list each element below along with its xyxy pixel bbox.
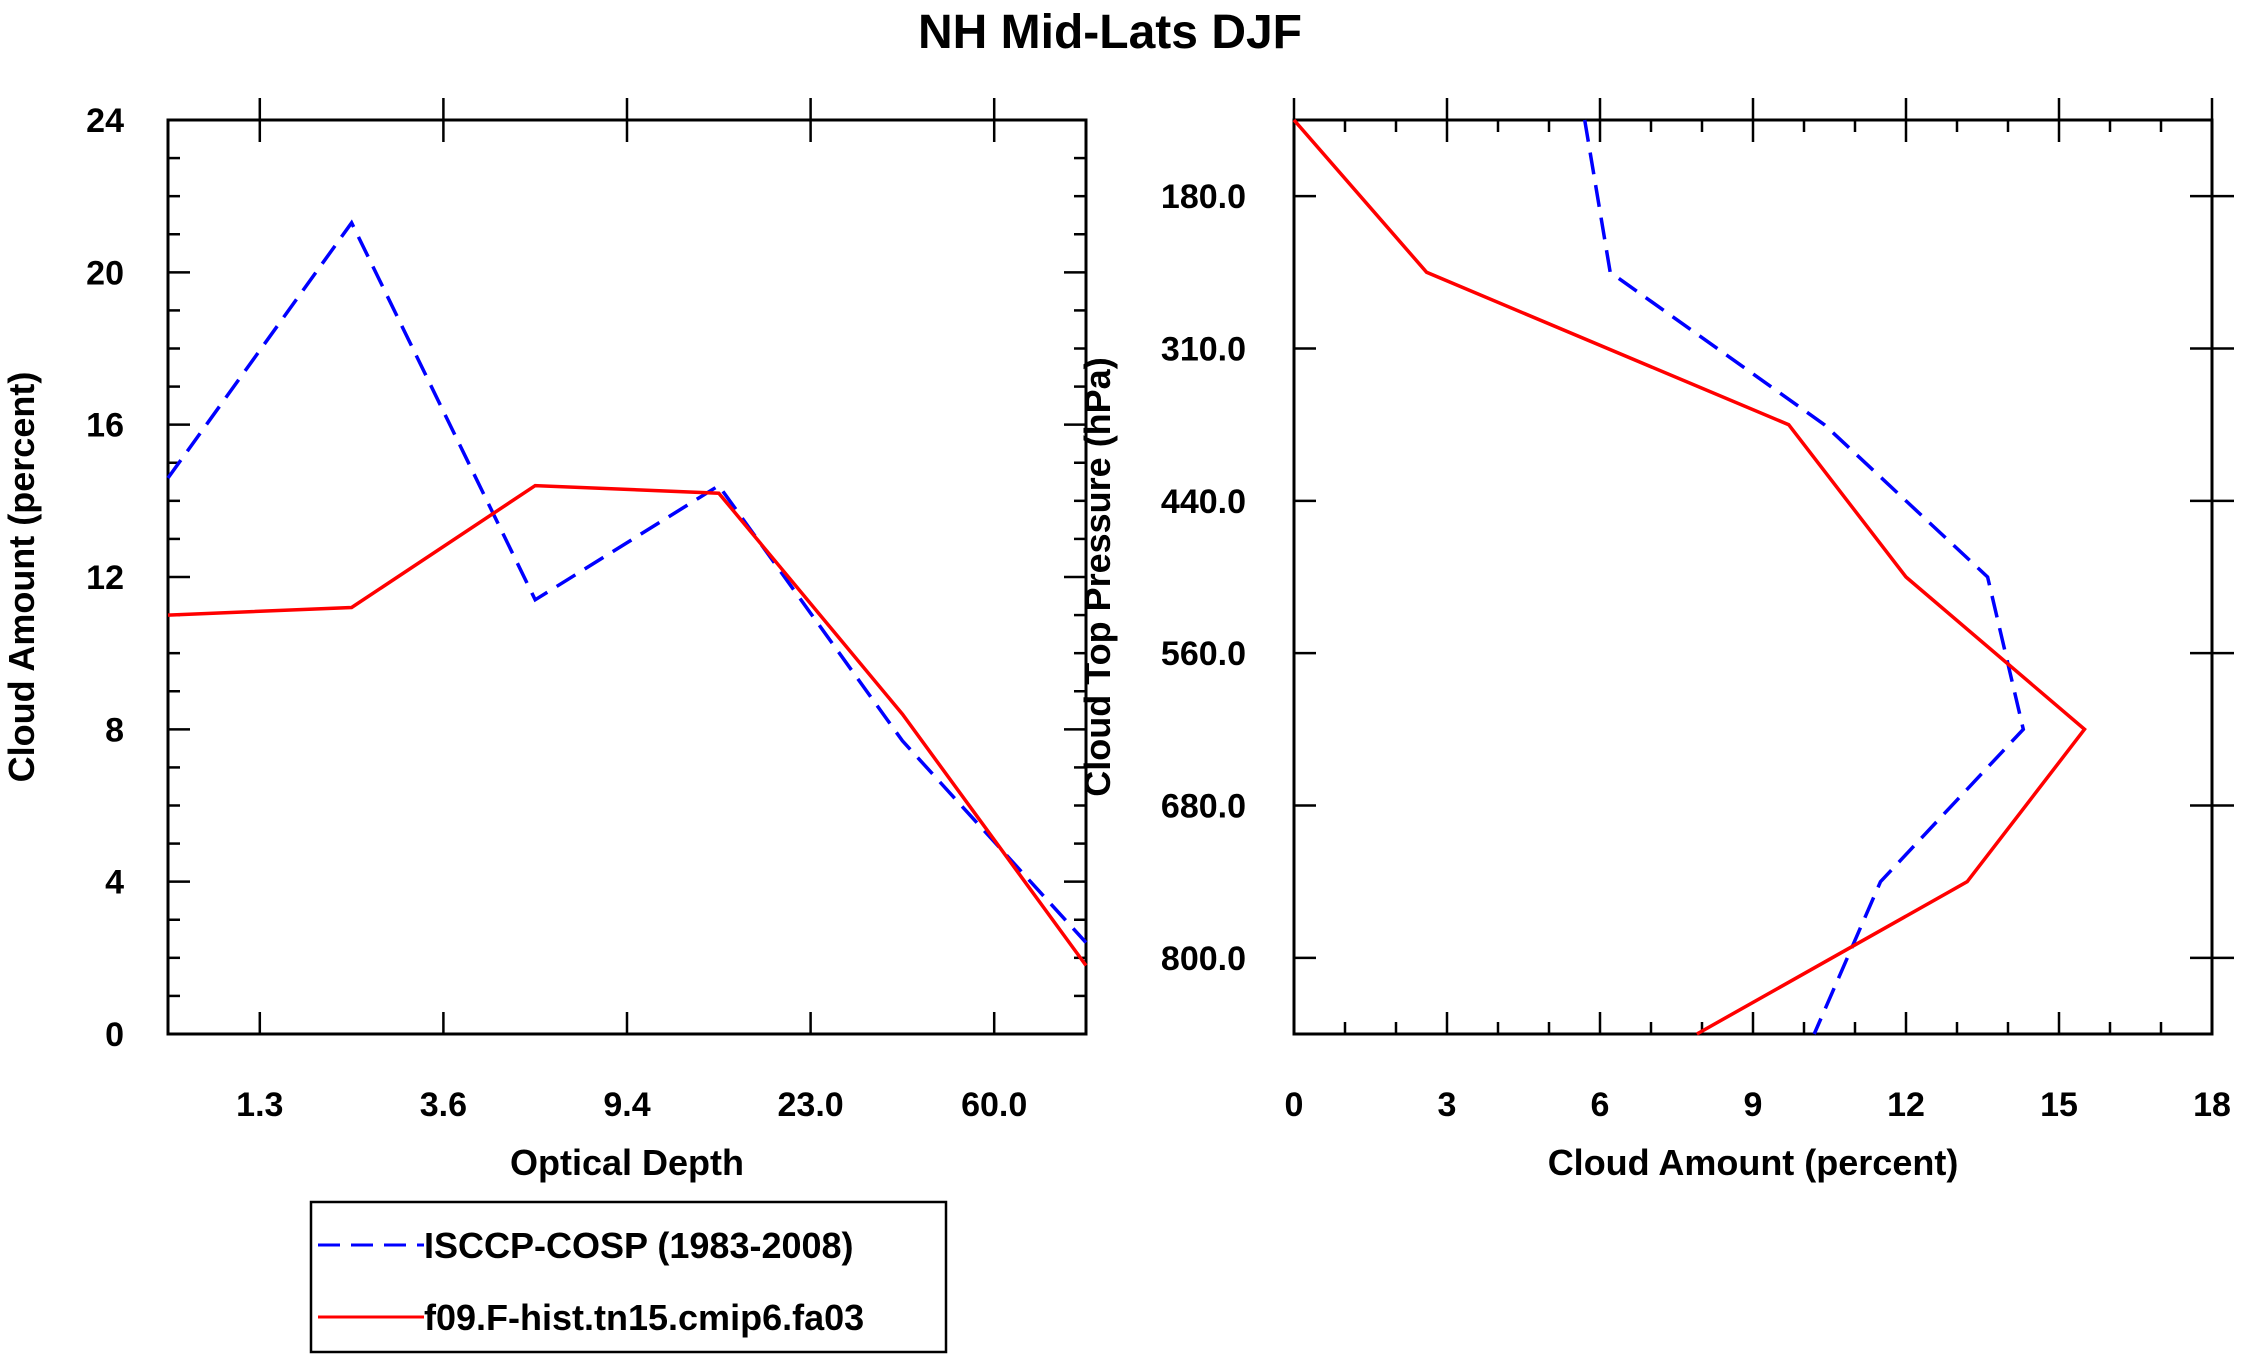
right-y-tick-label: 680.0 <box>1161 788 1246 826</box>
left-y-tick-label: 8 <box>105 711 124 749</box>
right-panel: 0 3 6 9 12 15 18 180.0 310.0 440.0 560.0 680.0 800.0… <box>1077 98 2234 1183</box>
right-series <box>1292 118 2087 1036</box>
legend: ISCCP-COSP (1983-2008) f09.F-hist.tn15.c… <box>309 1200 948 1354</box>
left-series-line-0 <box>166 219 1088 944</box>
right-x-tick-label: 15 <box>2040 1086 2078 1124</box>
right-x-tick-label: 18 <box>2193 1086 2231 1124</box>
right-x-tick-label: 12 <box>1887 1086 1925 1124</box>
left-y-tick-label: 20 <box>86 254 124 292</box>
right-y-tick-label: 800.0 <box>1161 940 1246 978</box>
left-series <box>166 219 1088 967</box>
figure-title: NH Mid-Lats DJF <box>918 6 1302 59</box>
right-y-axis-label: Cloud Top Pressure (hPa) <box>1077 357 1118 796</box>
right-series-line-1 <box>1292 118 2087 1036</box>
left-y-tick-label: 12 <box>86 559 124 597</box>
left-plot-frame <box>166 118 1088 1036</box>
right-y-tick-label: 310.0 <box>1161 331 1246 369</box>
left-x-tick-label: 1.3 <box>236 1086 283 1124</box>
left-y-tick-label: 24 <box>86 102 124 140</box>
left-x-axis-label: Optical Depth <box>510 1142 744 1183</box>
right-x-tick-label: 3 <box>1438 1086 1457 1124</box>
left-y-tick-label: 16 <box>86 407 124 445</box>
legend-label-1: f09.F-hist.tn15.cmip6.fa03 <box>424 1297 864 1338</box>
right-y-tick-label: 440.0 <box>1161 483 1246 521</box>
left-x-tick-label: 60.0 <box>961 1086 1027 1124</box>
right-axis-ticks: 0 3 6 9 12 15 18 180.0 310.0 440.0 560.0 680.0 800.0 <box>1161 98 2234 1124</box>
left-panel: 0 4 8 12 16 20 24 1.3 3.6 9.4 23.0 60.0 Optical Dep… <box>1 98 1088 1183</box>
right-x-tick-label: 6 <box>1591 1086 1610 1124</box>
left-y-tick-label: 4 <box>105 864 124 902</box>
left-series-line-1 <box>167 483 1088 967</box>
left-x-tick-label: 23.0 <box>778 1086 844 1124</box>
right-x-tick-label: 0 <box>1285 1086 1304 1124</box>
right-series-line-0 <box>1582 119 2026 1035</box>
left-y-tick-label: 0 <box>105 1016 124 1054</box>
right-y-tick-label: 180.0 <box>1161 178 1246 216</box>
right-plot-frame <box>1292 118 2214 1036</box>
left-x-tick-label: 9.4 <box>603 1086 650 1124</box>
left-y-axis-label: Cloud Amount (percent) <box>1 372 42 783</box>
legend-label-0: ISCCP-COSP (1983-2008) <box>424 1225 854 1266</box>
left-x-tick-label: 3.6 <box>420 1086 467 1124</box>
right-y-tick-label: 560.0 <box>1161 635 1246 673</box>
legend-box <box>309 1200 948 1354</box>
right-x-tick-label: 9 <box>1744 1086 1763 1124</box>
right-x-axis-label: Cloud Amount (percent) <box>1548 1142 1959 1183</box>
